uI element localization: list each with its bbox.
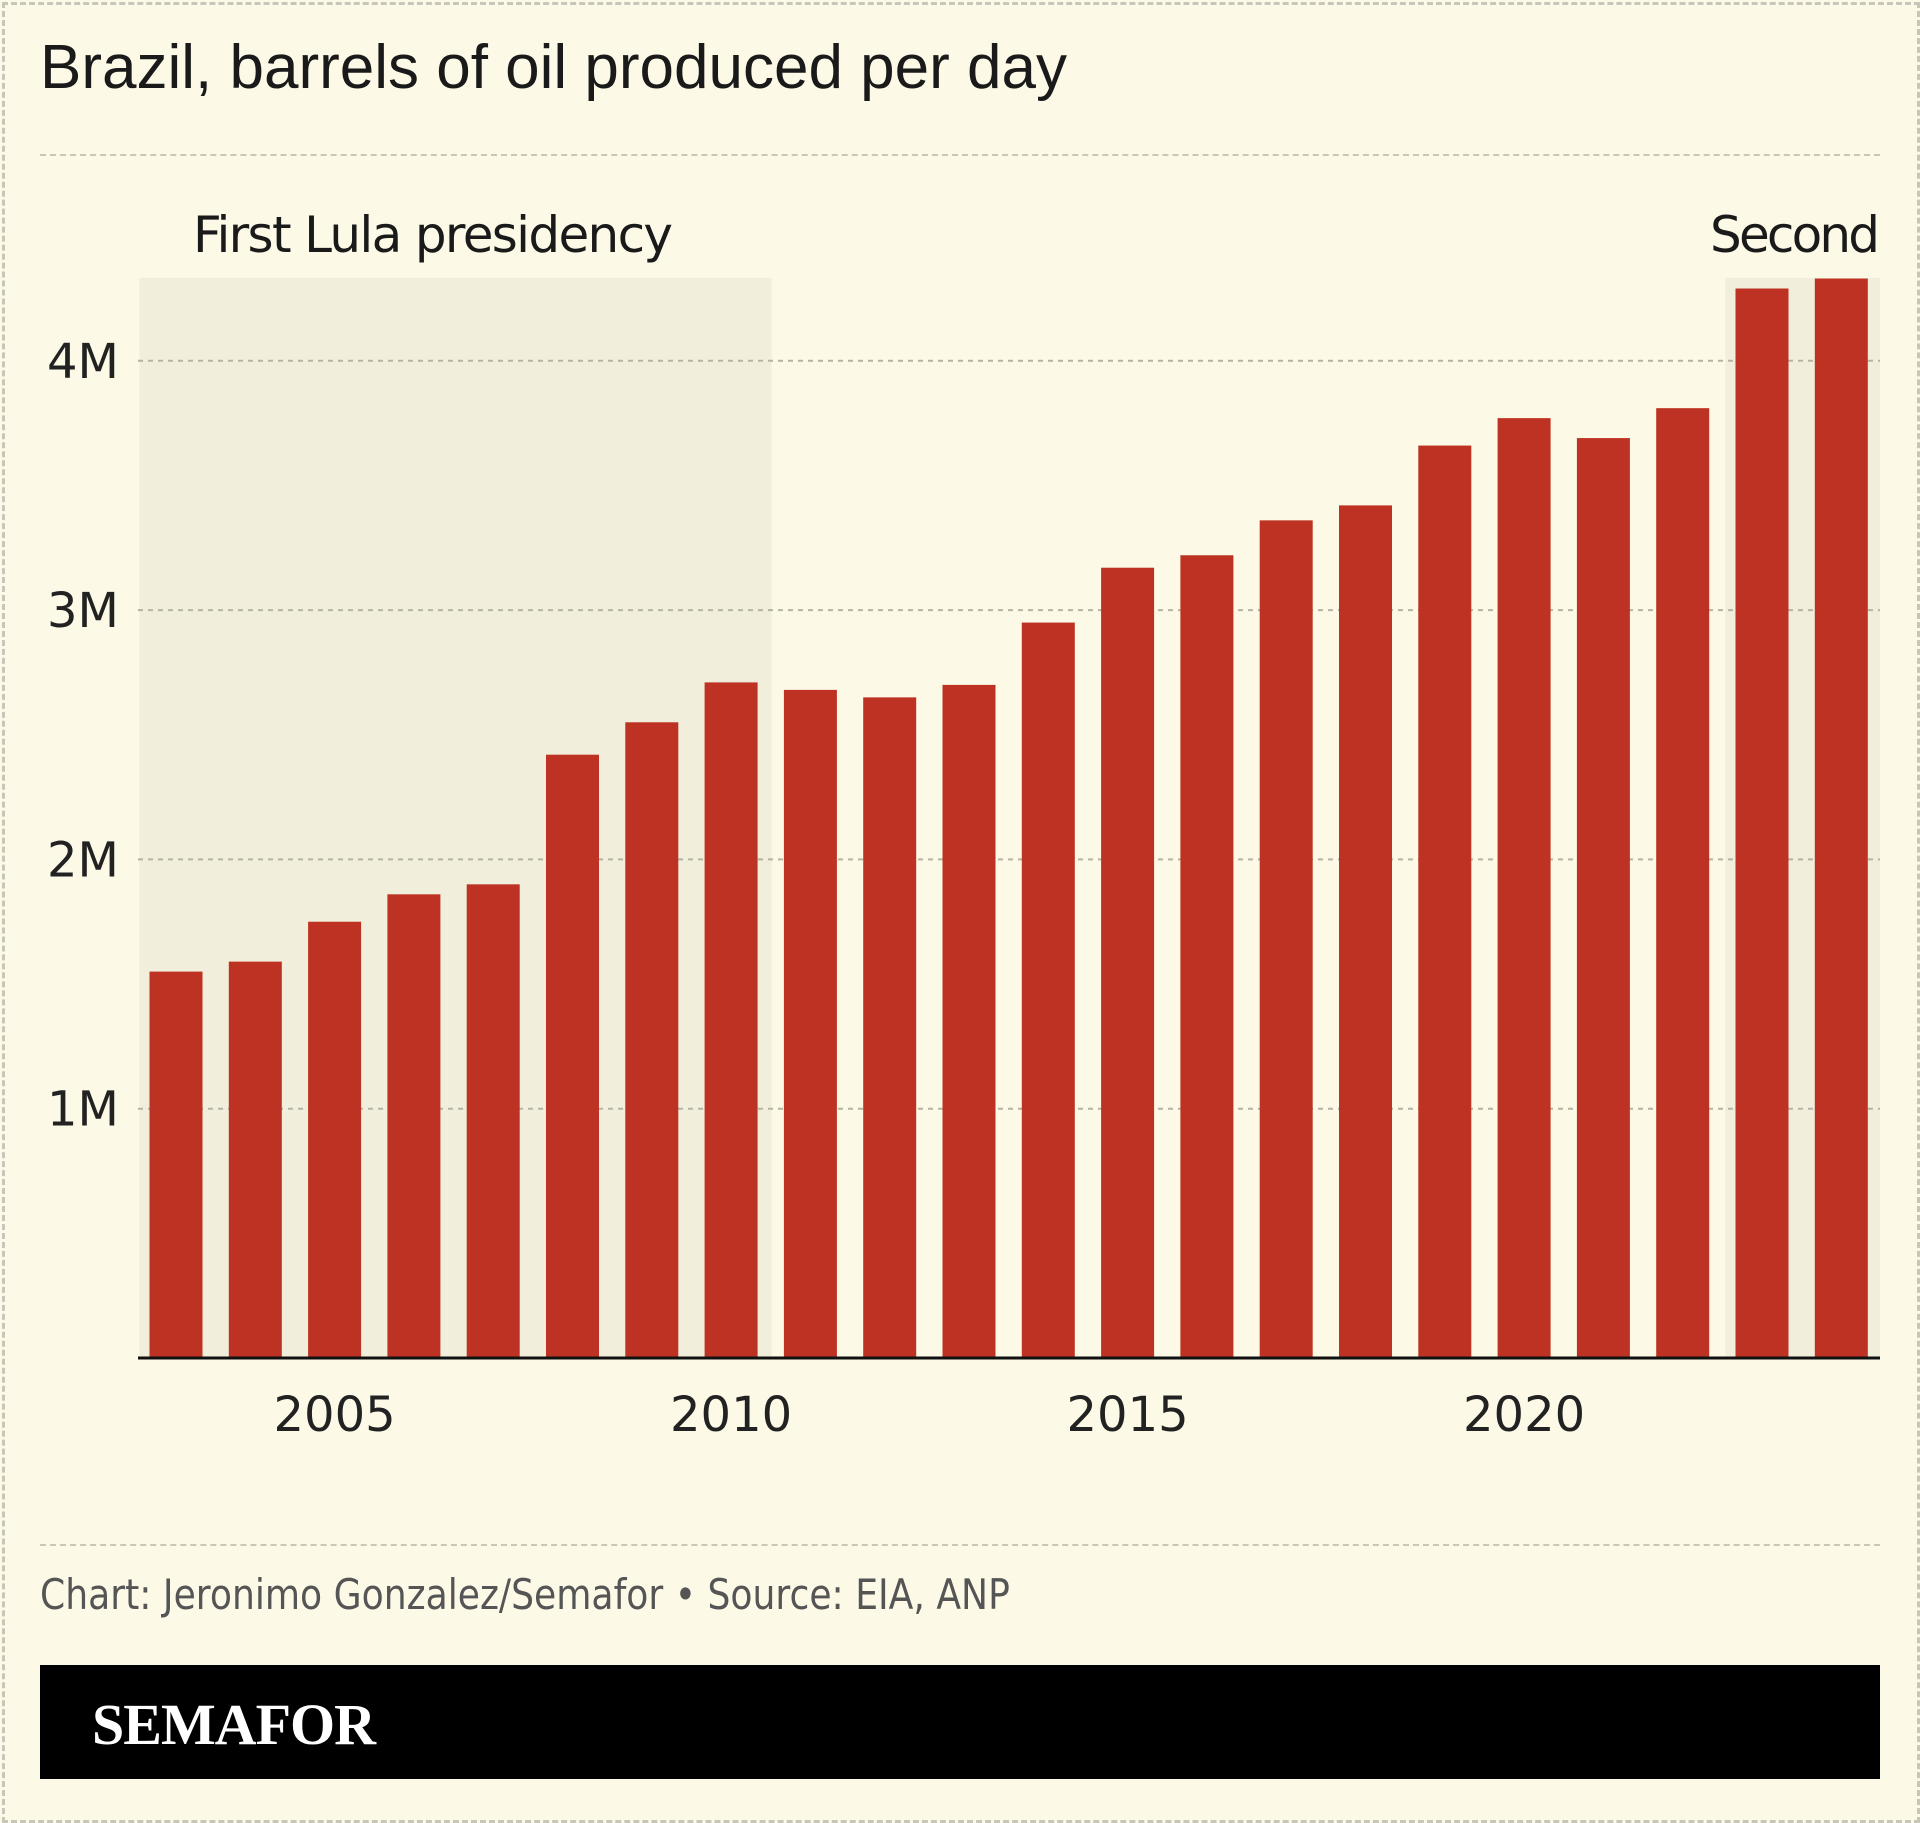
chart-title: Brazil, barrels of oil produced per day [40, 33, 1067, 102]
semafor-logo: SEMAFOR [92, 1692, 376, 1757]
brand-bar: SEMAFOR [40, 1665, 1880, 1779]
y-tick-label: 3M [47, 583, 119, 639]
bar-2021 [1576, 438, 1630, 1358]
bar-2005 [308, 921, 362, 1358]
annotation-label: First Lula presidency [193, 206, 673, 264]
bar-2003 [149, 971, 203, 1358]
bar-2019 [1418, 445, 1472, 1358]
bar-2014 [1021, 622, 1075, 1358]
bar-2010 [704, 682, 758, 1358]
bar-2018 [1339, 505, 1392, 1358]
bar-2015 [1101, 567, 1155, 1358]
y-tick-label: 1M [47, 1082, 119, 1138]
bar-chart: First Lula presidency Second 1M 2M 3M 4M 2005 2… [47, 206, 1880, 1443]
bar-2020 [1497, 418, 1551, 1358]
bar-2016 [1180, 555, 1234, 1358]
x-tick-label: 2015 [1067, 1387, 1189, 1443]
bar-2013 [942, 684, 996, 1358]
top-divider [40, 154, 1880, 156]
bar-2006 [387, 894, 441, 1358]
bar-2008 [546, 754, 599, 1358]
source-note: Chart: Jeronimo Gonzalez/Semafor • Sourc… [40, 1570, 1010, 1619]
x-tick-label: 2005 [274, 1387, 396, 1443]
bar-2007 [466, 884, 520, 1358]
bar-2011 [783, 689, 837, 1358]
annotation-label: Second [1710, 206, 1880, 264]
bar-2024 [1814, 278, 1868, 1358]
y-tick-label: 4M [47, 334, 119, 390]
x-tick-label: 2010 [670, 1387, 792, 1443]
bar-2017 [1259, 520, 1313, 1358]
x-tick-label: 2020 [1463, 1387, 1585, 1443]
bar-2009 [625, 722, 679, 1358]
bottom-divider [40, 1544, 1880, 1546]
bar-2022 [1656, 408, 1710, 1358]
bar-2004 [228, 961, 282, 1358]
y-tick-label: 2M [47, 832, 119, 888]
bar-2023 [1735, 288, 1789, 1359]
bar-2012 [863, 697, 917, 1358]
